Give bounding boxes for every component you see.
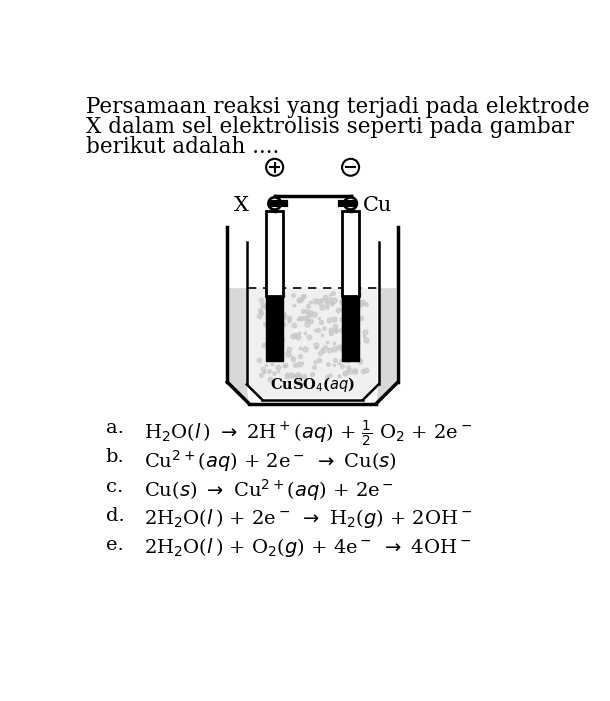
Text: X: X [234,196,248,215]
Text: 2H$_2$O($l\/$) + O$_2$($g$) + 4e$^-$ $\rightarrow$ 4OH$^-$: 2H$_2$O($l\/$) + O$_2$($g$) + 4e$^-$ $\r… [145,536,472,559]
Text: c.: c. [106,477,123,496]
Text: d.: d. [106,507,124,525]
Circle shape [266,159,283,176]
Text: X dalam sel elektrolisis seperti pada gambar: X dalam sel elektrolisis seperti pada ga… [85,116,573,139]
Circle shape [342,159,359,176]
Text: 2H$_2$O($l\/$) + 2e$^-$ $\rightarrow$ H$_2$($g$) + 2OH$^-$: 2H$_2$O($l\/$) + 2e$^-$ $\rightarrow$ H$… [145,507,473,530]
Text: b.: b. [106,449,124,466]
Text: Cu: Cu [363,196,392,215]
Text: Cu($s$) $\rightarrow$ Cu$^{2+}$($aq$) + 2e$^-$: Cu($s$) $\rightarrow$ Cu$^{2+}$($aq$) + … [145,477,395,503]
Text: e.: e. [106,536,123,554]
Bar [342,211,359,296]
Circle shape [268,197,281,210]
Polygon shape [248,288,377,398]
Circle shape [345,197,357,210]
Bar [266,211,283,296]
Text: Persamaan reaksi yang terjadi pada elektrode: Persamaan reaksi yang terjadi pada elekt… [85,97,589,118]
Polygon shape [376,288,396,404]
Bar [342,287,359,361]
Bar [266,287,283,361]
Text: berikut adalah ....: berikut adalah .... [85,137,279,158]
Text: CuSO$_4$($aq$): CuSO$_4$($aq$) [270,375,355,394]
Polygon shape [229,288,249,404]
Text: a.: a. [106,419,124,437]
Text: H$_2$O($l\/$) $\rightarrow$ 2H$^+$($aq$) + $\frac{1}{2}$ O$_2$ + 2e$^-$: H$_2$O($l\/$) $\rightarrow$ 2H$^+$($aq$)… [145,419,473,449]
Text: Cu$^{2+}$($aq$) + 2e$^-$ $\rightarrow$ Cu($s$): Cu$^{2+}$($aq$) + 2e$^-$ $\rightarrow$ C… [145,449,398,475]
